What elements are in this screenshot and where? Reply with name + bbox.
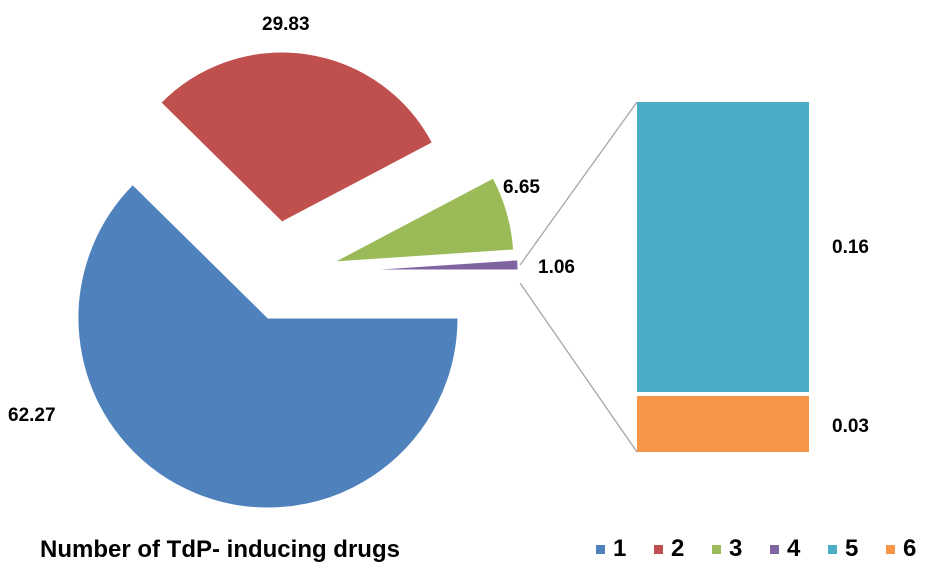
- legend-item-2: 2: [654, 535, 712, 563]
- legend-swatch: [654, 544, 663, 554]
- connector-line-2: [519, 282, 638, 453]
- legend-item-3: 3: [712, 535, 770, 563]
- pie-slice-3: [333, 177, 515, 263]
- data-label-2: 29.83: [262, 14, 310, 35]
- legend-label: 2: [671, 535, 685, 562]
- legend-swatch: [596, 544, 605, 554]
- breakout-segment-6: [637, 396, 809, 452]
- connector-lines: [519, 101, 638, 453]
- legend-label: 6: [903, 535, 917, 562]
- legend-swatch: [828, 544, 837, 554]
- legend-swatch: [886, 544, 895, 554]
- legend: 1 2 3 4 5 6: [596, 535, 931, 563]
- pie-slice-1: [77, 183, 459, 509]
- pie-slice-4: [365, 259, 519, 271]
- pie-slice-2: [160, 51, 434, 223]
- legend-item-6: 6: [886, 535, 931, 563]
- breakout-segment-5: [637, 102, 809, 392]
- legend-label: 5: [845, 535, 859, 562]
- legend-swatch: [770, 544, 779, 554]
- legend-item-1: 1: [596, 535, 654, 563]
- data-label-1: 62.27: [8, 405, 56, 426]
- breakout-bar: [637, 102, 809, 452]
- data-label-5: 0.16: [832, 237, 869, 258]
- legend-item-5: 5: [828, 535, 886, 563]
- data-label-4: 1.06: [538, 257, 575, 278]
- chart-title: Number of TdP- inducing drugs: [40, 536, 400, 563]
- legend-label: 1: [613, 535, 627, 562]
- legend-label: 4: [787, 535, 801, 562]
- connector-line-1: [519, 101, 638, 266]
- pie-of-bar-chart: 62.27 29.83 6.65 1.06 0.16 0.03: [8, 14, 869, 509]
- legend-label: 3: [729, 535, 743, 562]
- data-labels: 62.27 29.83 6.65 1.06 0.16 0.03: [8, 14, 869, 437]
- pie-slices: [77, 51, 519, 509]
- legend-item-4: 4: [770, 535, 828, 563]
- data-label-6: 0.03: [832, 416, 869, 437]
- legend-swatch: [712, 544, 721, 554]
- data-label-3: 6.65: [503, 177, 540, 198]
